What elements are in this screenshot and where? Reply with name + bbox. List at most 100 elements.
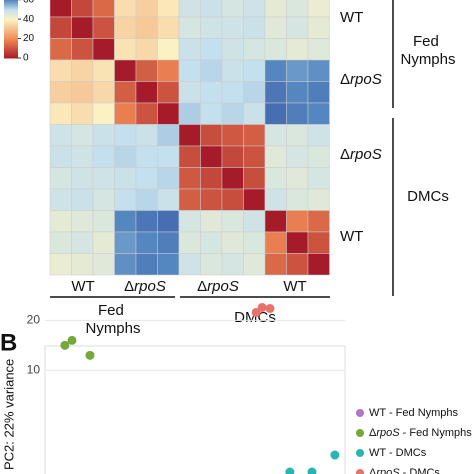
colorbar-segment (4, 44, 18, 47)
heatmap-cell (200, 167, 223, 190)
heatmap-cell (243, 16, 266, 39)
heatmap-cell (92, 38, 115, 61)
heatmap-cell (221, 210, 244, 233)
heatmap-cell (286, 253, 309, 276)
heatmap-cell (157, 0, 180, 18)
heatmap-cell (221, 102, 244, 125)
point (251, 307, 261, 317)
colorbar-segment (4, 12, 18, 15)
heatmap-cell (200, 231, 223, 254)
col-label: ΔrpoS (124, 278, 166, 295)
heatmap-cell (71, 0, 94, 18)
heatmap-cell (71, 102, 94, 125)
colorbar-segment (4, 37, 18, 40)
heatmap-cell (135, 231, 158, 254)
heatmap-cell (92, 59, 115, 82)
heatmap-cell (49, 145, 72, 168)
heatmap-cell (200, 210, 223, 233)
heatmap-cell (286, 188, 309, 211)
heatmap-cell (178, 231, 201, 254)
heatmap-cell (178, 38, 201, 61)
colorbar-segment (4, 22, 18, 25)
heatmap-cell (200, 59, 223, 82)
heatmap-cell (200, 0, 223, 18)
heatmap-cell (243, 145, 266, 168)
heatmap-cell (157, 81, 180, 104)
heatmap-cell (307, 102, 330, 125)
heatmap-cell (243, 188, 266, 211)
heatmap-cell (221, 231, 244, 254)
point (60, 340, 70, 350)
heatmap-cell (243, 81, 266, 104)
heatmap-cell (243, 167, 266, 190)
heatmap-cell (307, 210, 330, 233)
heatmap-cell (264, 102, 287, 125)
legend-swatch (356, 409, 364, 417)
heatmap-cell (157, 231, 180, 254)
heatmap-cell (114, 102, 137, 125)
colorbar-segment (4, 46, 18, 49)
heatmap-cell (200, 188, 223, 211)
heatmap-cell (114, 0, 137, 18)
panel-label: B (0, 329, 17, 356)
heatmap-cell (200, 124, 223, 147)
heatmap-cell (286, 102, 309, 125)
colorbar-segment (4, 39, 18, 42)
heatmap-cell (157, 124, 180, 147)
row-label: WT (340, 9, 363, 26)
y-tick-label: 20 (27, 313, 41, 327)
heatmap-cell (264, 188, 287, 211)
heatmap-cell (157, 145, 180, 168)
heatmap-cell (307, 38, 330, 61)
heatmap-cell (71, 16, 94, 39)
point (67, 335, 77, 345)
heatmap-cell (243, 0, 266, 18)
colorbar-segment (4, 41, 18, 44)
colorbar-segment (4, 34, 18, 37)
heatmap-cell (157, 16, 180, 39)
heatmap-cell (71, 81, 94, 104)
heatmap-cell (221, 16, 244, 39)
heatmap-cell (307, 145, 330, 168)
heatmap-cell (264, 81, 287, 104)
heatmap-cell (135, 81, 158, 104)
heatmap-cell (264, 210, 287, 233)
point (257, 302, 267, 312)
point (307, 467, 317, 474)
colorbar-segment (4, 15, 18, 18)
heatmap-cell (221, 145, 244, 168)
heatmap-cell (157, 210, 180, 233)
heatmap-cell (49, 59, 72, 82)
colorbar-label: 40 (23, 14, 35, 25)
heatmap-cell (243, 59, 266, 82)
heatmap-cell (307, 253, 330, 276)
heatmap-cell (243, 102, 266, 125)
legend-label: WT - DMCs (369, 447, 427, 459)
colorbar-segment (4, 25, 18, 28)
colorbar-segment (4, 20, 18, 23)
row-label: ΔrpoS (340, 146, 382, 163)
legend-swatch (356, 429, 364, 437)
heatmap-cell (92, 145, 115, 168)
heatmap-cell (178, 16, 201, 39)
col-label: WT (283, 278, 306, 295)
heatmap-cell (221, 59, 244, 82)
heatmap-cell (221, 253, 244, 276)
heatmap-cell (286, 59, 309, 82)
heatmap-cell (157, 38, 180, 61)
heatmap-cell (135, 253, 158, 276)
row-label: ΔrpoS (340, 71, 382, 88)
heatmap-cell (49, 188, 72, 211)
legend-label: ΔrpoS - Fed Nymphs (369, 427, 472, 439)
legend-label: WT - Fed Nymphs (369, 407, 459, 419)
heatmap-cell (178, 59, 201, 82)
heatmap-cell (264, 145, 287, 168)
heatmap-cell (200, 16, 223, 39)
heatmap-cell (92, 253, 115, 276)
heatmap-cell (114, 231, 137, 254)
heatmap-cell (286, 231, 309, 254)
heatmap-cell (71, 59, 94, 82)
heatmap-cell (71, 231, 94, 254)
colorbar-segment (4, 49, 18, 52)
heatmap-cell (114, 38, 137, 61)
